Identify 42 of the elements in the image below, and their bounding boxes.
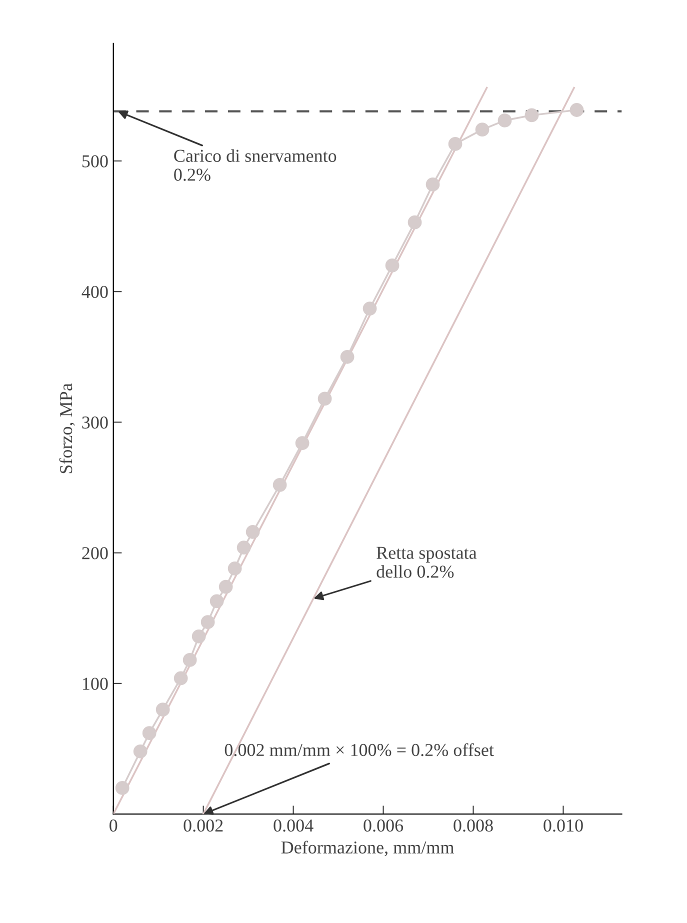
point	[156, 702, 170, 717]
point	[236, 540, 251, 555]
y-tick-label: 200	[82, 547, 108, 560]
point	[318, 392, 332, 406]
x-tick-label: 0.006	[364, 819, 404, 832]
point	[192, 629, 206, 644]
point	[200, 615, 215, 630]
point	[362, 302, 377, 316]
x-tick-label: 0.002	[184, 819, 223, 832]
point	[115, 781, 130, 795]
point	[448, 137, 462, 151]
point	[385, 258, 400, 272]
point	[142, 726, 156, 740]
point	[228, 562, 242, 576]
y-tick-label: 500	[82, 155, 108, 168]
point	[272, 478, 287, 492]
x-tick-label: 0.010	[544, 819, 583, 832]
y-axis-title: Sforzo, MPa	[59, 383, 75, 474]
point	[218, 580, 233, 594]
point	[498, 114, 512, 128]
x-axis-title: Deformazione, mm/mm	[281, 840, 454, 856]
point	[475, 122, 490, 137]
annotation: 0.002 mm/mm × 100% = 0.2% offset	[224, 743, 494, 756]
point	[340, 350, 354, 364]
point	[408, 215, 422, 230]
point	[570, 103, 584, 117]
point	[295, 436, 310, 450]
y-tick-label: 300	[82, 416, 108, 429]
x-tick-label: 0.008	[454, 819, 493, 832]
y-tick-label: 400	[82, 286, 108, 298]
point	[182, 653, 197, 667]
point	[133, 744, 148, 758]
point	[246, 524, 260, 539]
point	[210, 594, 224, 608]
annotation: Retta spostata dello 0.2%	[376, 546, 477, 578]
point	[524, 108, 539, 122]
point	[174, 671, 188, 686]
x-tick-label: 0.004	[274, 819, 314, 832]
y-tick-label: 100	[83, 678, 108, 690]
annotation: Carico di snervamento 0.2%	[174, 149, 336, 181]
point	[426, 178, 440, 192]
x-tick-label: 0	[110, 819, 118, 832]
